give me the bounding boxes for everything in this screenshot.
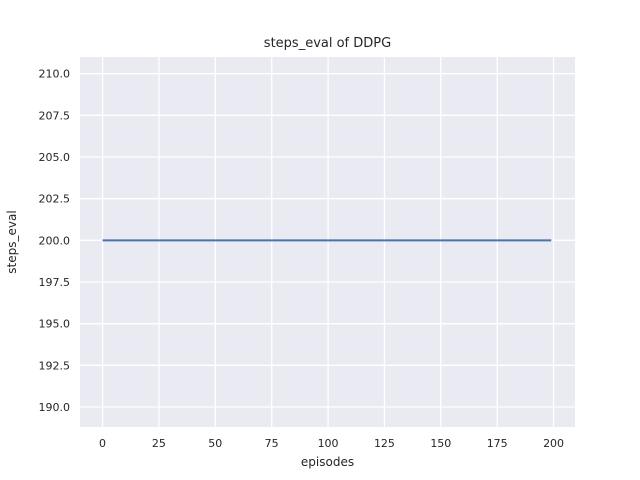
x-tick-label: 75 xyxy=(265,437,279,450)
x-tick-label: 0 xyxy=(99,437,106,450)
y-tick-label: 195.0 xyxy=(39,318,71,331)
y-tick-label: 192.5 xyxy=(39,359,71,372)
x-tick-label: 175 xyxy=(487,437,508,450)
x-tick-label: 125 xyxy=(374,437,395,450)
x-tick-label: 100 xyxy=(318,437,339,450)
x-tick-label: 25 xyxy=(152,437,166,450)
y-tick-label: 200.0 xyxy=(39,234,71,247)
y-tick-label: 207.5 xyxy=(39,109,71,122)
y-tick-label: 202.5 xyxy=(39,193,71,206)
chart-title: steps_eval of DDPG xyxy=(263,36,392,51)
x-tick-label: 200 xyxy=(543,437,564,450)
y-axis-label: steps_eval xyxy=(5,210,19,274)
y-tick-label: 197.5 xyxy=(39,276,71,289)
x-axis-label: episodes xyxy=(300,455,355,469)
y-tick-label: 210.0 xyxy=(39,68,71,81)
x-tick-label: 150 xyxy=(430,437,451,450)
y-tick-label: 205.0 xyxy=(39,151,71,164)
x-tick-label: 50 xyxy=(208,437,222,450)
y-tick-label: 190.0 xyxy=(39,401,71,414)
